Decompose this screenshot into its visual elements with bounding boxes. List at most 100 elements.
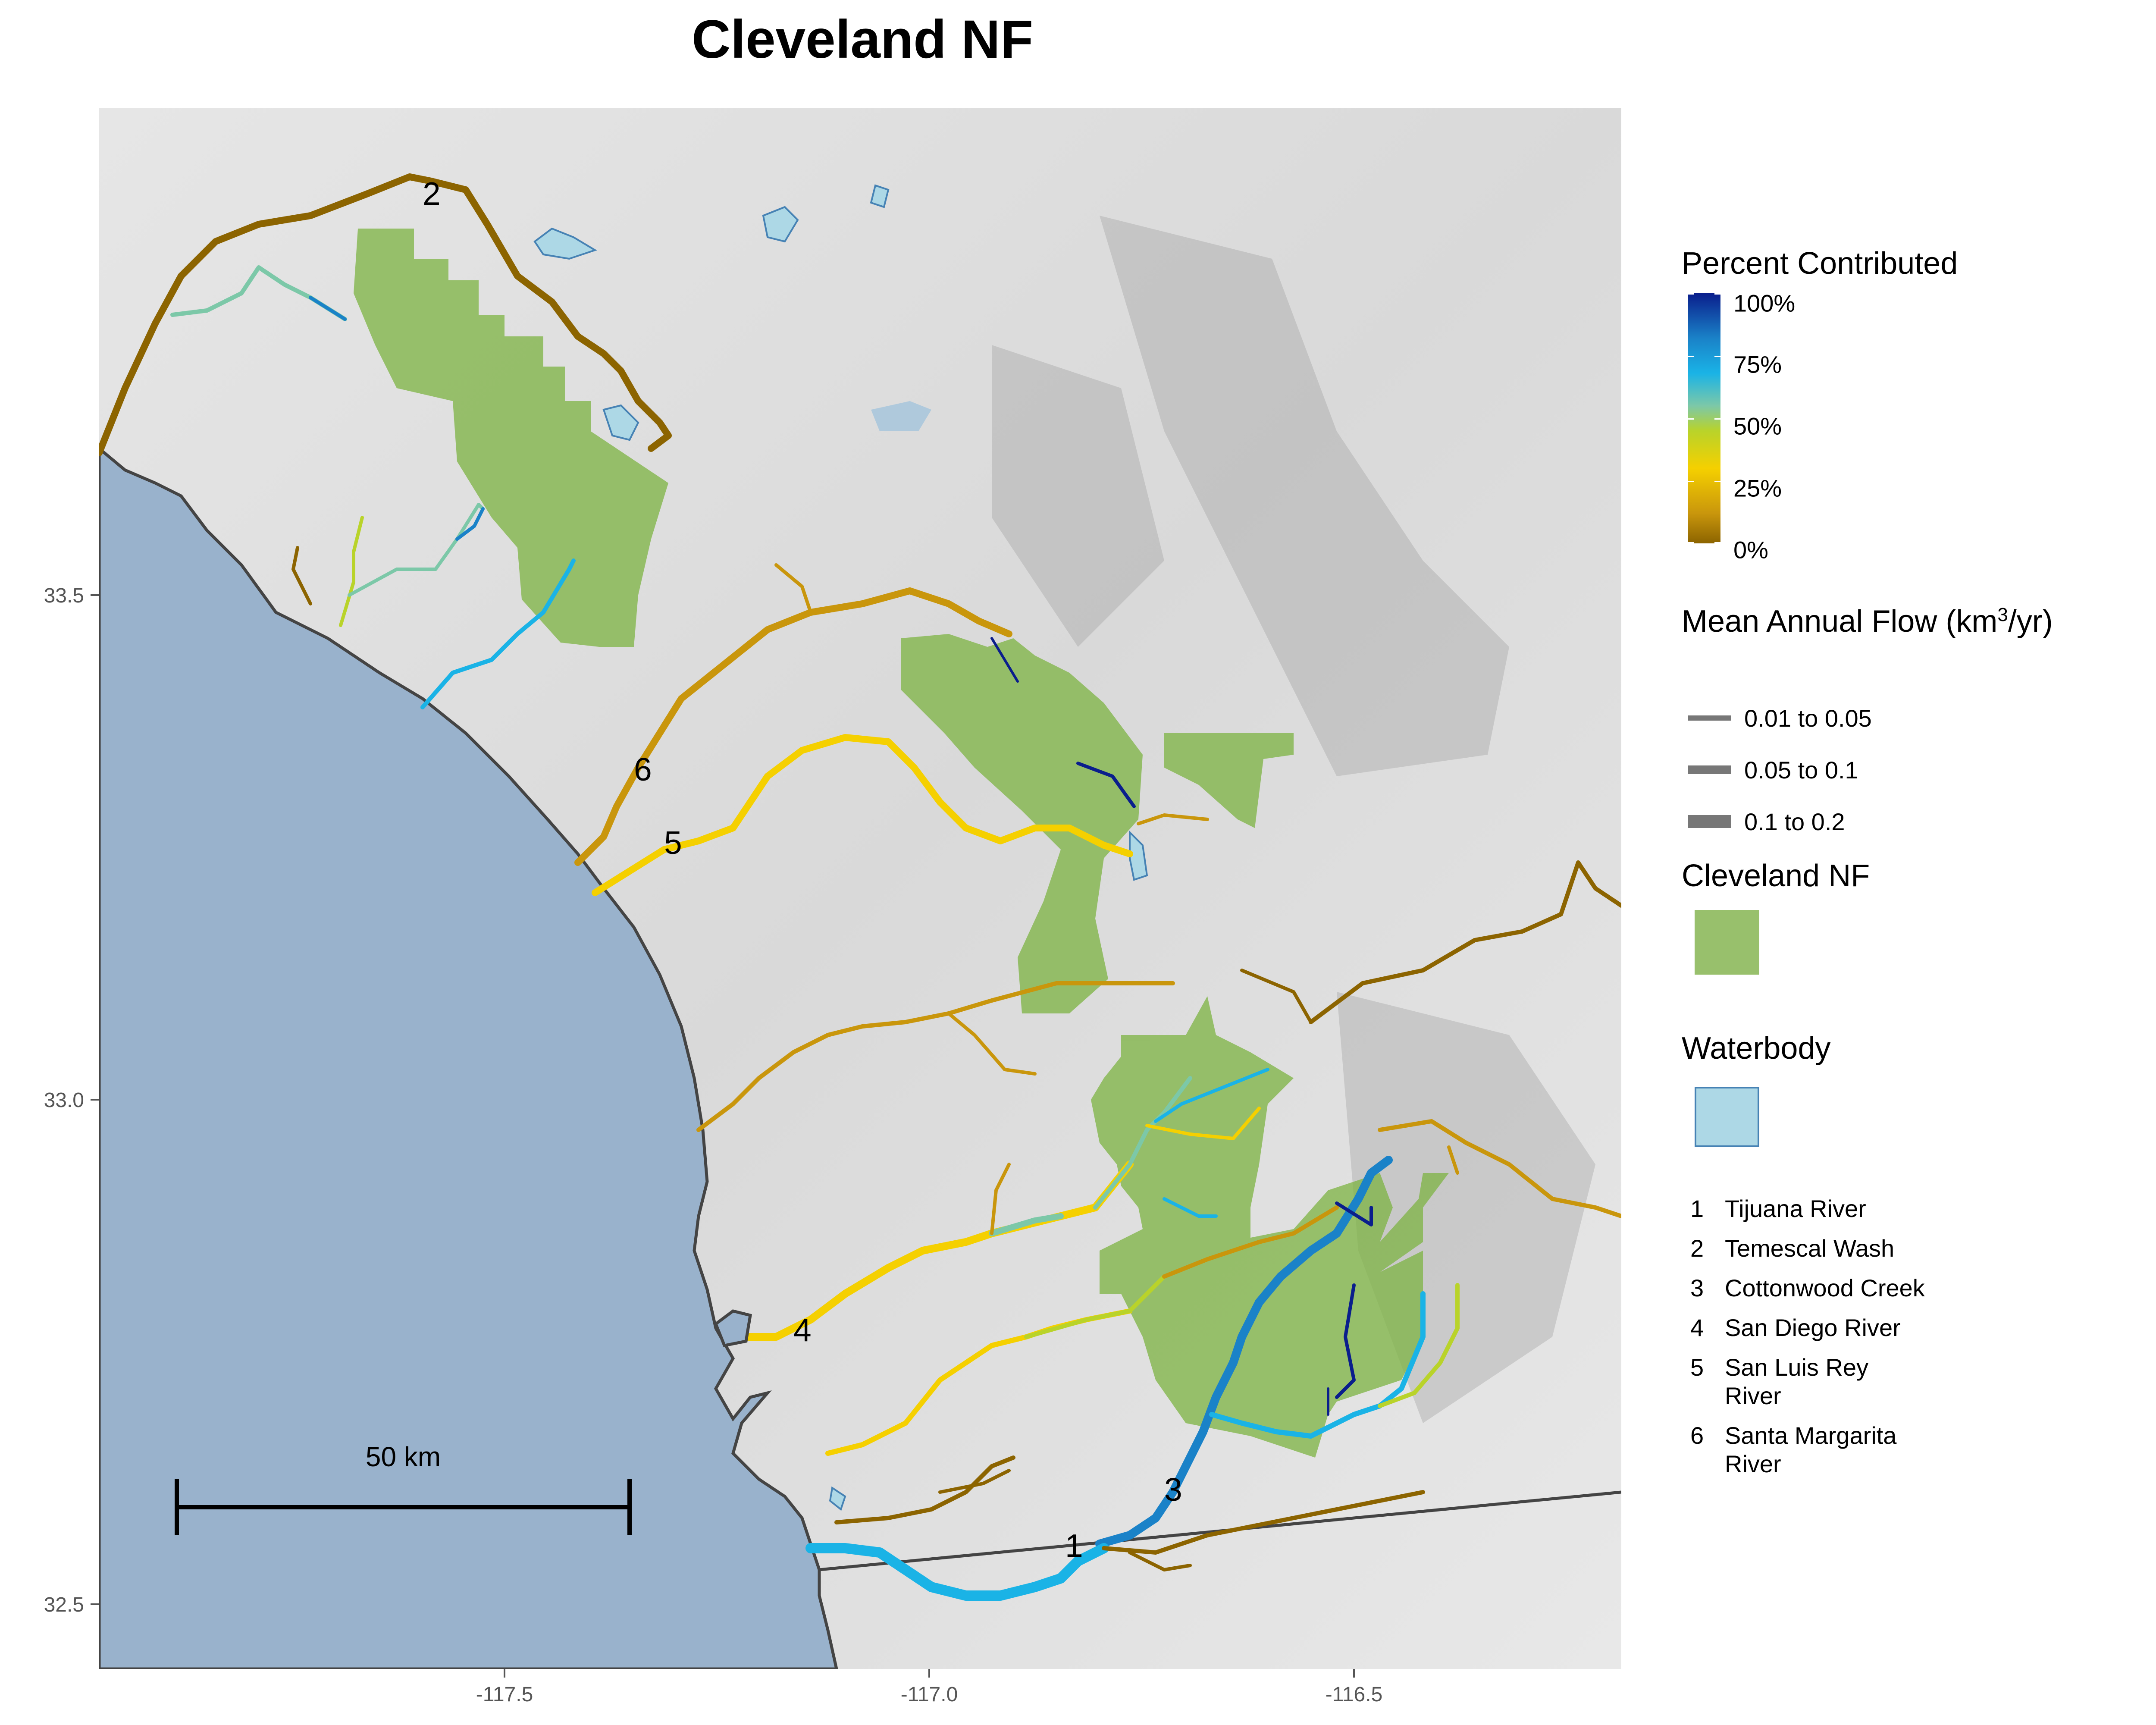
percent-contributed-legend: Percent Contributed 100% 75% 50% 25% 0% — [1682, 246, 2147, 564]
colorbar-tick — [1688, 542, 1694, 543]
flow-swatch-large — [1688, 815, 1731, 828]
cottonwood-eastern — [1378, 1283, 1460, 1408]
river-key-num: 3 — [1690, 1274, 1704, 1302]
river-key-num: 6 — [1690, 1422, 1704, 1449]
river-san-diego — [738, 1160, 1134, 1341]
river-key-name-line-2: River — [1725, 1382, 1781, 1409]
colorbar-tick — [1714, 293, 1720, 295]
temescal-upper-tributary — [309, 296, 347, 321]
cleveland-nf-polygons — [354, 229, 1449, 1458]
x-tick-label-1: -117.5 — [476, 1683, 533, 1706]
river-san-luis-rey — [592, 734, 1133, 896]
river-key-item-6: 6 Santa Margarita River — [1682, 1421, 2147, 1478]
river-santa-margarita — [574, 587, 1012, 866]
x-tick-label-2: -117.0 — [901, 1683, 958, 1706]
san-diego-tributary-1 — [1154, 1068, 1269, 1123]
river-key-name: Cottonwood Creek — [1725, 1274, 1925, 1302]
colorbar-label-75: 75% — [1733, 351, 1782, 378]
colorbar-label-50: 50% — [1733, 412, 1782, 440]
flow-title-part-1: Mean Annual Flow (km — [1682, 604, 1998, 639]
scale-bar-label: 50 km — [366, 1441, 441, 1472]
flow-swatch-medium — [1688, 765, 1731, 774]
percent-legend-title: Percent Contributed — [1682, 246, 1958, 281]
river-tijuana — [805, 1543, 1109, 1601]
waterbody-swatch — [1695, 1087, 1759, 1147]
waterbodies — [533, 184, 1148, 1511]
river-label-1: 1 — [1065, 1527, 1083, 1564]
coastal-creek-3 — [455, 507, 485, 541]
river-key-name-line-2: River — [1725, 1450, 1781, 1477]
san-diego-tributary-3 — [1145, 1107, 1261, 1140]
far-east-river-2 — [1240, 969, 1313, 1024]
middle-branch — [947, 1012, 1037, 1076]
y-tick-label-2: 33.0 — [44, 1089, 84, 1112]
y-tick-label-1: 33.5 — [44, 584, 84, 607]
river-label-4: 4 — [793, 1312, 812, 1348]
colorbar-tick — [1688, 356, 1694, 357]
coastal-creek-5 — [420, 558, 576, 709]
river-key-name-line-1: San Luis Rey — [1725, 1354, 1869, 1381]
flow-label-large: 0.1 to 0.2 — [1744, 808, 1845, 835]
river-key-name: Tijuana River — [1725, 1195, 1866, 1222]
river-key-num: 2 — [1690, 1235, 1704, 1262]
river-key-name: Temescal Wash — [1725, 1235, 1895, 1262]
y-axis — [91, 594, 99, 1605]
waterbody-legend-title: Waterbody — [1682, 1031, 1831, 1066]
middle-watershed-river — [696, 981, 1175, 1132]
river-key-num: 1 — [1690, 1195, 1704, 1222]
forest-legend-title: Cleveland NF — [1682, 859, 1870, 893]
mean-annual-flow-legend: Mean Annual Flow (km3/yr) 0.01 to 0.05 0… — [1682, 604, 2147, 841]
coastal-creek-2 — [348, 503, 485, 597]
river-key-name: San Diego River — [1725, 1314, 1901, 1341]
san-diego-tributary-2 — [1163, 1197, 1218, 1218]
colorbar-tick — [1714, 542, 1720, 543]
flow-label-medium: 0.05 to 0.1 — [1744, 756, 1858, 784]
colorbar-tick — [1688, 293, 1694, 295]
cottonwood-north-branch — [1335, 1201, 1373, 1226]
river-label-3: 3 — [1164, 1471, 1182, 1508]
colorbar-label-100: 100% — [1733, 289, 1796, 317]
san-luis-rey-upper — [1076, 762, 1136, 808]
river-key-item-4: 4 San Diego River — [1682, 1314, 2147, 1342]
tijuana-small-branch — [1128, 1551, 1192, 1571]
cleveland-nf-legend: Cleveland NF — [1682, 858, 2147, 1031]
forest-swatch — [1695, 910, 1759, 975]
colorbar-label-25: 25% — [1733, 474, 1782, 502]
river-key: 1 Tijuana River 2 Temescal Wash 3 Cotton… — [1682, 1195, 2147, 1478]
flow-title-part-2: /yr) — [2008, 604, 2053, 639]
river-key-name-line-1: Santa Margarita — [1725, 1422, 1897, 1449]
river-network — [99, 173, 1621, 1601]
san-luis-rey-tributary — [1137, 813, 1209, 825]
sweetwater-upper — [1162, 1205, 1339, 1279]
x-tick-label-3: -116.5 — [1326, 1683, 1383, 1706]
flow-legend-item-small: 0.01 to 0.05 — [1688, 703, 1872, 733]
santa-margarita-upper — [990, 637, 1019, 683]
map-title: Cleveland NF — [692, 9, 1033, 69]
colorbar-tick — [1714, 481, 1720, 482]
coastal-creek-4 — [291, 546, 312, 605]
waterbody-legend: Waterbody — [1682, 1031, 2147, 1195]
river-key-name: San Luis Rey River — [1725, 1353, 1984, 1410]
san-diego-upper-1 — [989, 1213, 1064, 1236]
river-label-5: 5 — [664, 825, 682, 861]
river-cottonwood-creek — [1095, 1156, 1393, 1548]
river-key-item-1: 1 Tijuana River — [1682, 1195, 2147, 1223]
scale-bar: 50 km — [175, 1441, 632, 1535]
colorbar-tick — [1714, 418, 1720, 420]
legend: Percent Contributed 100% 75% 50% 25% 0% … — [1682, 246, 2147, 1490]
flow-legend-title: Mean Annual Flow (km3/yr) — [1682, 604, 2147, 639]
mission-bay — [714, 1309, 752, 1348]
san-diego-tributary-4 — [990, 1163, 1011, 1235]
river-key-num: 4 — [1690, 1314, 1704, 1341]
colorbar-tick — [1688, 418, 1694, 420]
santa-margarita-tributary — [774, 563, 812, 614]
tijuana-southern-branch — [1102, 1490, 1425, 1555]
river-temescal-wash — [99, 173, 672, 456]
cottonwood-upper-branch — [1335, 1283, 1356, 1399]
san-diego-upper-2 — [1093, 1076, 1192, 1210]
far-east-river-3 — [1378, 1119, 1621, 1218]
river-key-item-3: 3 Cottonwood Creek — [1682, 1274, 2147, 1302]
river-key-name: Santa Margarita River — [1725, 1421, 1984, 1478]
river-key-item-5: 5 San Luis Rey River — [1682, 1353, 2147, 1410]
